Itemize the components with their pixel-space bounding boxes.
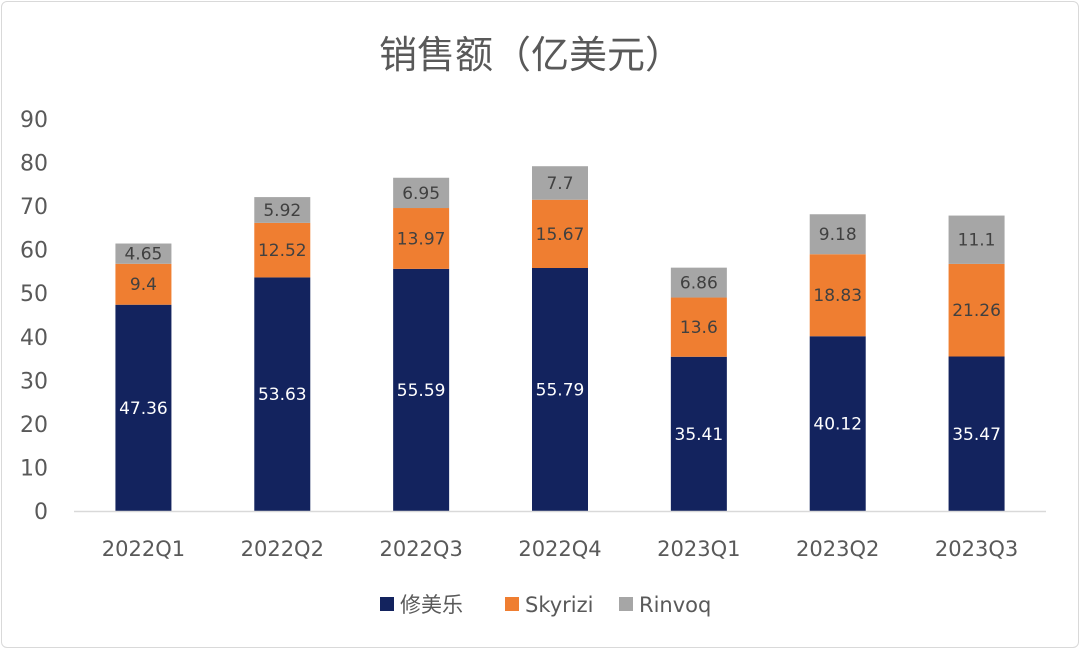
bar-segment [809, 336, 866, 511]
bar-segment [532, 166, 588, 200]
x-tick-label: 2022Q2 [241, 537, 324, 561]
bar-segment [254, 197, 311, 223]
x-tick-label: 2022Q3 [379, 537, 462, 561]
data-label: 9.4 [130, 275, 157, 295]
bar-segment [670, 297, 727, 357]
y-tick-label: 0 [34, 500, 48, 525]
x-tick-label: 2022Q1 [102, 537, 185, 561]
y-tick-label: 30 [20, 369, 48, 394]
y-tick-label: 90 [20, 108, 48, 133]
data-label: 6.95 [402, 184, 440, 204]
bar-segment [948, 215, 1005, 264]
data-label: 12.52 [258, 241, 307, 261]
data-label: 11.1 [958, 231, 996, 251]
data-label: 35.47 [952, 425, 1001, 445]
chart-title: 销售额（亿美元） [379, 33, 683, 77]
x-tick-label: 2023Q1 [657, 537, 740, 561]
bar-segment [393, 208, 450, 269]
legend-label: Rinvoq [639, 593, 711, 617]
data-label: 7.7 [546, 174, 573, 194]
data-label: 15.67 [536, 225, 585, 245]
bar-segment [115, 304, 172, 511]
data-label: 9.18 [819, 225, 857, 245]
legend-swatch [619, 597, 633, 611]
y-tick-label: 40 [20, 326, 48, 351]
bar-segment [809, 214, 866, 255]
legend-swatch [505, 597, 519, 611]
data-label: 4.65 [124, 245, 162, 265]
data-label: 55.79 [536, 381, 585, 401]
data-label: 53.63 [258, 385, 307, 405]
y-tick-label: 80 [20, 152, 48, 177]
bar-segment [115, 263, 172, 305]
data-label: 13.6 [680, 318, 718, 338]
data-label: 13.97 [397, 229, 446, 249]
data-label: 35.41 [675, 425, 724, 445]
bar-segment [532, 268, 588, 511]
bar-segment [393, 177, 450, 209]
y-tick-label: 10 [20, 456, 48, 481]
bar-segment [115, 243, 172, 264]
legend-label: 修美乐 [400, 593, 463, 617]
bar-segment [670, 267, 727, 298]
bar-segment [254, 222, 311, 278]
bar-segment [254, 277, 311, 511]
x-tick-label: 2022Q4 [518, 537, 601, 561]
y-tick-label: 60 [20, 239, 48, 264]
x-tick-label: 2023Q3 [935, 537, 1018, 561]
y-tick-label: 50 [20, 282, 48, 307]
bar-segment [532, 199, 588, 269]
bar-segment [393, 268, 450, 511]
bar-segment [809, 254, 866, 337]
legend-label: Skyrizi [525, 593, 594, 617]
data-label: 18.83 [813, 286, 862, 306]
data-label: 5.92 [263, 201, 301, 221]
data-label: 40.12 [813, 415, 862, 435]
bar-segment [670, 356, 727, 511]
bar-segment [948, 356, 1005, 511]
data-label: 21.26 [952, 301, 1001, 321]
x-tick-label: 2023Q2 [796, 537, 879, 561]
legend-swatch [380, 597, 394, 611]
data-label: 47.36 [119, 399, 168, 419]
y-tick-label: 70 [20, 195, 48, 220]
data-label: 55.59 [397, 381, 446, 401]
y-tick-label: 20 [20, 413, 48, 438]
bar-segment [948, 263, 1005, 357]
data-label: 6.86 [680, 274, 718, 294]
